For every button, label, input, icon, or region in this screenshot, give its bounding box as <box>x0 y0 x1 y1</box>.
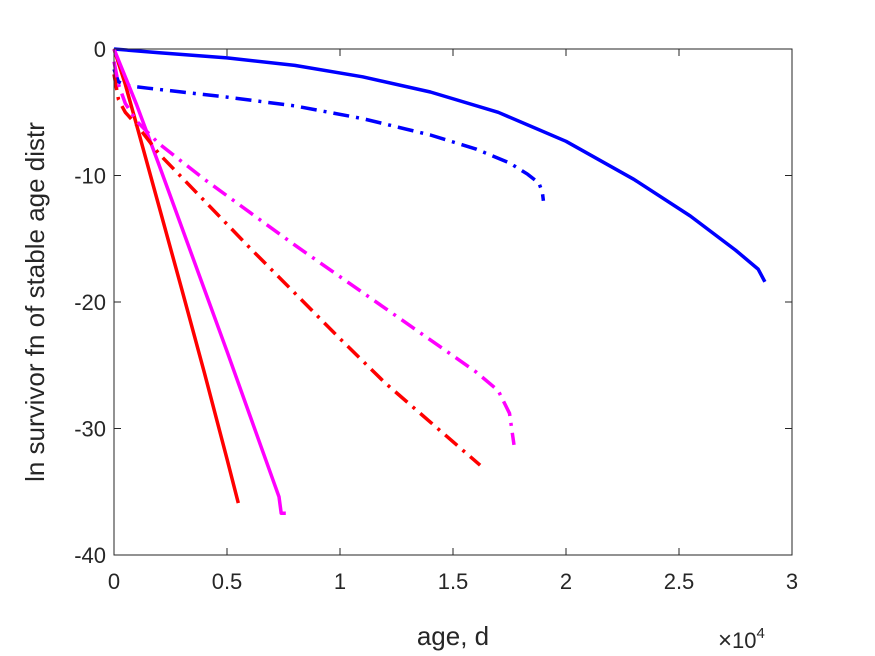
plot-area <box>114 49 792 555</box>
x-multiplier-base: 10 <box>732 628 756 653</box>
y-tick-label: -20 <box>74 290 106 315</box>
y-axis-label: ln survivor fn of stable age distr <box>20 122 50 482</box>
x-tick-label: 3 <box>786 569 798 594</box>
x-axis-label: age, d <box>417 621 489 651</box>
series-layer <box>112 47 767 516</box>
x-tick-label: 0 <box>108 569 120 594</box>
series-line-4-solid <box>112 48 286 516</box>
series-line-5-dashdot <box>112 73 482 467</box>
y-tick-label: -30 <box>74 417 106 442</box>
series-line-1-solid <box>113 47 767 283</box>
y-tick-label: 0 <box>94 37 106 62</box>
x-multiplier-exponent: 4 <box>757 625 765 642</box>
x-axis-multiplier: ×104 <box>718 625 765 654</box>
x-tick-label: 0.5 <box>212 569 243 594</box>
series-line-3-solid <box>112 48 240 504</box>
y-tick-label: -10 <box>74 164 106 189</box>
x-tick-label: 1.5 <box>438 569 469 594</box>
y-tick-label: -40 <box>74 543 106 568</box>
x-tick-label: 2.5 <box>664 569 695 594</box>
series-line-6-dashdot <box>112 61 516 446</box>
tick-layer: 0 0.5 1 1.5 2 2.5 3 0 -10 -20 -30 -40 <box>74 37 798 594</box>
x-tick-label: 1 <box>334 569 346 594</box>
x-tick-label: 2 <box>560 569 572 594</box>
